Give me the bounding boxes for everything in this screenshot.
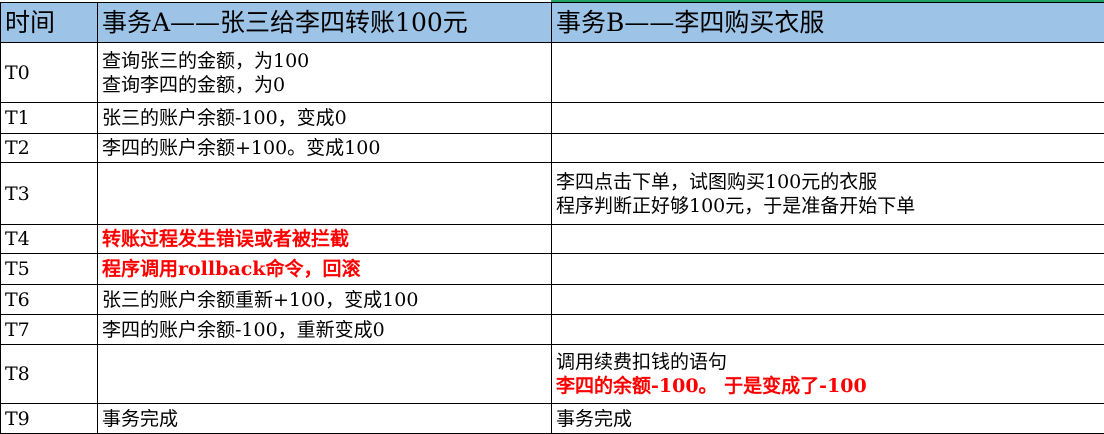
cell-text-line: 查询李四的金额，为0 (102, 73, 286, 96)
transaction-a-cell[interactable]: 查询张三的金额，为100 查询李四的金额，为0 (97, 42, 552, 103)
table-row: T2 李四的账户余额+100。变成100 (0, 133, 1104, 163)
table-row: T8 调用续费扣钱的语句 李四的余额-100。 于是变成了-100 (0, 344, 1104, 404)
table-row: T1 张三的账户余额-100，变成0 (0, 102, 1104, 134)
cell-text-line: 查询张三的金额，为100 (102, 49, 310, 72)
transaction-b-cell[interactable] (551, 253, 1104, 285)
cell-text-line: 李四的余额-100。 于是变成了-100 (556, 375, 867, 397)
time-cell[interactable]: T8 (0, 344, 98, 404)
table-row: T4 转账过程发生错误或者被拦截 (0, 224, 1104, 254)
table-row: T7 李四的账户余额-100，重新变成0 (0, 314, 1104, 345)
time-cell[interactable]: T1 (0, 102, 98, 134)
selection-indicator (551, 0, 1104, 2)
header-transaction-a[interactable]: 事务A——张三给李四转账100元 (97, 2, 552, 43)
transaction-a-cell[interactable]: 转账过程发生错误或者被拦截 (97, 224, 552, 254)
table-row: T3 李四点击下单，试图购买100元的衣服 程序判断正好够100元，于是准备开始下单 (0, 162, 1104, 225)
transaction-a-cell[interactable]: 事务完成 (97, 403, 552, 434)
time-cell[interactable]: T6 (0, 284, 98, 315)
header-transaction-b[interactable]: 事务B——李四购买衣服 (551, 2, 1104, 43)
transaction-b-cell[interactable]: 调用续费扣钱的语句 李四的余额-100。 于是变成了-100 (551, 344, 1104, 404)
time-cell[interactable]: T5 (0, 253, 98, 285)
transaction-a-cell[interactable]: 张三的账户余额-100，变成0 (97, 102, 552, 134)
header-time[interactable]: 时间 (0, 2, 98, 43)
transaction-b-cell[interactable]: 李四点击下单，试图购买100元的衣服 程序判断正好够100元，于是准备开始下单 (551, 162, 1104, 225)
transaction-b-cell[interactable] (551, 133, 1104, 163)
header-row: 时间 事务A——张三给李四转账100元 事务B——李四购买衣服 (0, 2, 1104, 43)
transaction-b-cell[interactable] (551, 102, 1104, 134)
transaction-a-cell[interactable]: 李四的账户余额-100，重新变成0 (97, 314, 552, 345)
cell-text-line: 李四的账户余额-100，重新变成0 (102, 318, 385, 341)
time-cell[interactable]: T0 (0, 42, 98, 103)
cell-text-line: 程序调用rollback命令，回滚 (102, 258, 361, 280)
cell-text-line: 事务完成 (102, 407, 179, 430)
time-cell[interactable]: T2 (0, 133, 98, 163)
cell-text-line: 转账过程发生错误或者被拦截 (102, 228, 350, 250)
time-cell[interactable]: T3 (0, 162, 98, 225)
transaction-b-cell[interactable] (551, 224, 1104, 254)
cell-text-line: 事务完成 (556, 407, 633, 430)
transaction-b-cell[interactable] (551, 42, 1104, 103)
table-row: T0 查询张三的金额，为100 查询李四的金额，为0 (0, 42, 1104, 103)
table-row: T5 程序调用rollback命令，回滚 (0, 253, 1104, 285)
table-row: T9 事务完成 事务完成 (0, 403, 1104, 434)
cell-text-line: 程序判断正好够100元，于是准备开始下单 (556, 194, 916, 217)
transaction-b-cell[interactable]: 事务完成 (551, 403, 1104, 434)
cell-text-line: 张三的账户余额重新+100，变成100 (102, 288, 419, 311)
cell-text-line: 调用续费扣钱的语句 (556, 351, 728, 373)
time-cell[interactable]: T9 (0, 403, 98, 434)
table-row: T6 张三的账户余额重新+100，变成100 (0, 284, 1104, 315)
transaction-a-cell[interactable] (97, 344, 552, 404)
time-cell[interactable]: T4 (0, 224, 98, 254)
transaction-b-cell[interactable] (551, 314, 1104, 345)
cell-text-line: 张三的账户余额-100，变成0 (102, 107, 347, 129)
cell-text-line: 李四的账户余额+100。变成100 (102, 137, 381, 159)
transaction-a-cell[interactable]: 李四的账户余额+100。变成100 (97, 133, 552, 163)
time-cell[interactable]: T7 (0, 314, 98, 345)
transaction-a-cell[interactable]: 张三的账户余额重新+100，变成100 (97, 284, 552, 315)
transaction-a-cell[interactable]: 程序调用rollback命令，回滚 (97, 253, 552, 285)
transaction-b-cell[interactable] (551, 284, 1104, 315)
transaction-a-cell[interactable] (97, 162, 552, 225)
cell-text-line: 李四点击下单，试图购买100元的衣服 (556, 170, 878, 193)
